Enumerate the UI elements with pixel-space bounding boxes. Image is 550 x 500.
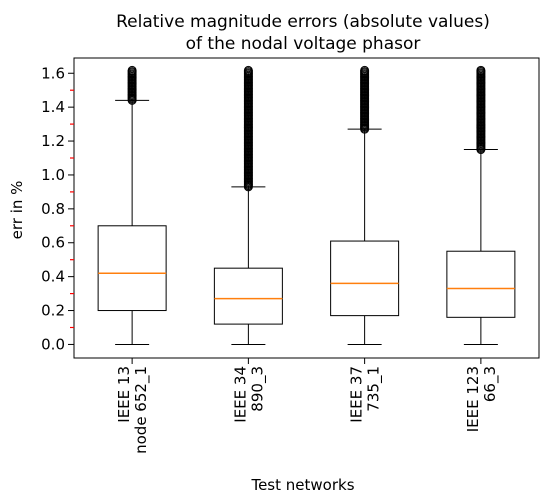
- x-tick-label-line1: IEEE 13: [115, 366, 133, 423]
- plot-frame: [73, 57, 540, 359]
- outlier-point: [243, 65, 253, 75]
- y-tick-label: 0.8: [41, 200, 65, 218]
- y-tick-label: 1.0: [41, 166, 65, 184]
- x-tick-label-line1: IEEE 34: [231, 366, 249, 423]
- x-tick-label-line2: node 652_1: [132, 366, 151, 454]
- x-tick-label-line2: 66_3: [481, 366, 500, 402]
- x-tick-label-line2: 735_1: [365, 366, 384, 412]
- x-tick-label-line2: 890_3: [248, 366, 267, 412]
- outlier-point: [127, 65, 137, 75]
- outlier-point: [360, 65, 370, 75]
- y-tick-label: 0.2: [41, 302, 65, 320]
- x-tick-label-line1: IEEE 123: [464, 366, 482, 432]
- box: [97, 225, 167, 312]
- plot-area: 0.0 0.2 0.4 0.6 0.8 1.0 1.2 1.4 1.6 IEEE 13 node 6…: [41, 57, 540, 454]
- x-tick-label-line1: IEEE 37: [348, 366, 366, 423]
- y-tick-label: 1.4: [41, 98, 65, 116]
- y-tick-label: 0.0: [41, 335, 65, 353]
- y-tick-label: 0.6: [41, 234, 65, 252]
- chart-subtitle: of the nodal voltage phasor: [186, 34, 421, 54]
- chart-title: Relative magnitude errors (absolute valu…: [116, 12, 490, 32]
- outlier-point: [476, 65, 486, 75]
- box: [213, 267, 283, 325]
- y-tick-label: 1.6: [41, 64, 65, 82]
- y-tick-label: 0.4: [41, 268, 65, 286]
- y-tick-label: 1.2: [41, 132, 65, 150]
- box: [446, 250, 516, 318]
- box: [330, 240, 400, 317]
- y-axis-label: err in %: [8, 181, 26, 240]
- x-axis-label: Test networks: [250, 476, 354, 494]
